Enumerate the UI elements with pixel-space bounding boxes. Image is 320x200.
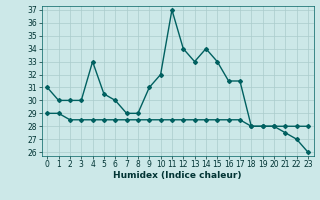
X-axis label: Humidex (Indice chaleur): Humidex (Indice chaleur)	[113, 171, 242, 180]
